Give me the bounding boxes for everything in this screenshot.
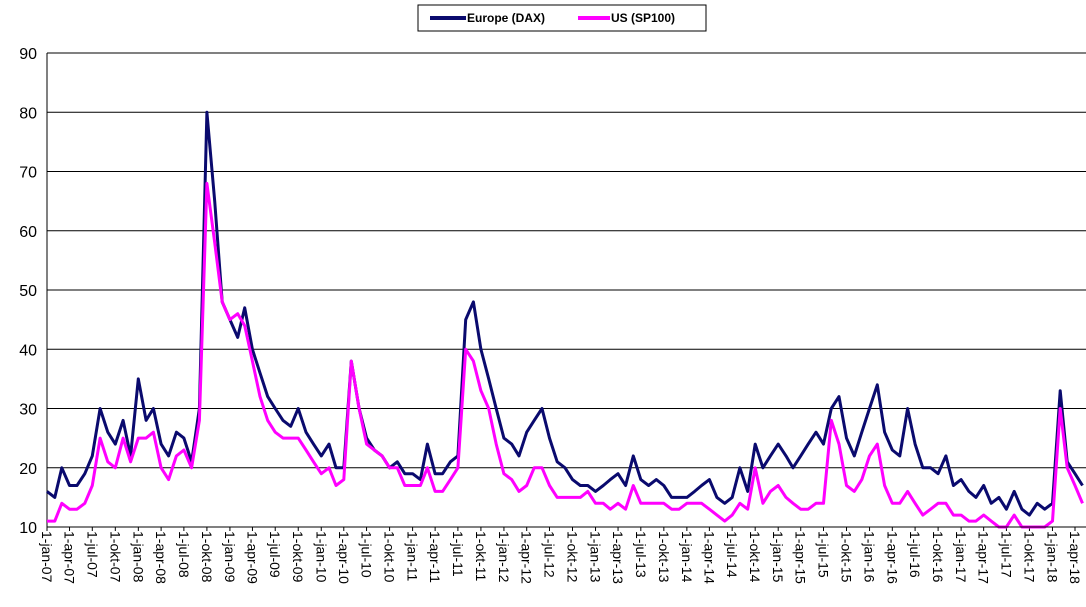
- y-tick-label: 70: [19, 165, 37, 182]
- x-tick-label: 1-apr-14: [701, 531, 717, 584]
- x-tick-label: 1-jan-17: [953, 531, 969, 583]
- x-tick-label: 1-apr-08: [153, 531, 169, 584]
- x-tick-label: 1-jul-13: [633, 531, 649, 578]
- x-tick-label: 1-okt-11: [473, 531, 489, 582]
- x-tick-label: 1-okt-16: [930, 531, 946, 583]
- x-tick-label: 1-okt-08: [199, 531, 215, 583]
- x-tick-label: 1-jul-15: [815, 531, 831, 578]
- series-line: [46, 110, 1084, 517]
- x-tick-label: 1-jul-11: [450, 531, 466, 577]
- series-line: [47, 181, 1084, 529]
- x-tick-label: 1-jan-08: [130, 531, 146, 583]
- x-tick-label: 1-jan-15: [770, 531, 786, 583]
- x-tick-label: 1-okt-13: [656, 531, 672, 583]
- x-tick-label: 1-okt-09: [290, 531, 306, 583]
- x-tick-label: 1-okt-07: [107, 531, 123, 583]
- x-tick-label: 1-jan-14: [679, 531, 695, 583]
- y-tick-label: 20: [19, 461, 37, 478]
- y-tick-label: 60: [19, 224, 37, 241]
- x-tick-label: 1-okt-10: [382, 531, 398, 583]
- y-tick-label: 90: [19, 46, 37, 63]
- x-tick-label: 1-jan-11: [405, 531, 421, 582]
- y-tick-label: 40: [19, 342, 37, 359]
- x-tick-label: 1-jan-18: [1044, 531, 1060, 583]
- x-tick-label: 1-apr-07: [62, 531, 78, 584]
- x-tick-label: 1-okt-14: [747, 531, 763, 583]
- x-tick-label: 1-jul-10: [359, 531, 375, 578]
- x-tick-label: 1-jul-16: [907, 531, 923, 578]
- x-tick-label: 1-apr-13: [610, 531, 626, 584]
- x-tick-label: 1-okt-15: [839, 531, 855, 583]
- x-tick-label: 1-jul-09: [267, 531, 283, 578]
- x-tick-label: 1-jan-13: [588, 531, 604, 583]
- x-tick-label: 1-apr-16: [884, 531, 900, 584]
- x-tick-label: 1-jan-16: [862, 531, 878, 583]
- x-tick-label: 1-apr-12: [519, 531, 535, 584]
- x-tick-label: 1-apr-11: [427, 531, 443, 583]
- y-tick-label: 10: [19, 520, 37, 537]
- x-tick-label: 1-jul-12: [541, 531, 557, 578]
- x-tick-label: 1-jan-09: [222, 531, 238, 583]
- x-tick-label: 1-jul-07: [84, 531, 100, 578]
- y-tick-label: 50: [19, 283, 37, 300]
- x-tick-label: 1-apr-17: [976, 531, 992, 584]
- x-tick-label: 1-apr-10: [336, 531, 352, 584]
- x-tick-label: 1-okt-17: [1021, 531, 1037, 583]
- legend-label: US (SP100): [611, 11, 675, 25]
- x-tick-label: 1-jul-14: [724, 531, 740, 578]
- x-tick-label: 1-apr-15: [793, 531, 809, 584]
- x-tick-label: 1-apr-18: [1067, 531, 1083, 584]
- x-tick-label: 1-jul-08: [176, 531, 192, 578]
- y-tick-label: 30: [19, 402, 37, 419]
- x-tick-label: 1-jan-10: [313, 531, 329, 583]
- x-tick-label: 1-okt-12: [565, 531, 581, 583]
- y-tick-label: 80: [19, 105, 37, 122]
- x-tick-label: 1-jan-07: [39, 531, 55, 583]
- x-tick-label: 1-jul-17: [998, 531, 1014, 578]
- legend-label: Europe (DAX): [467, 11, 545, 25]
- x-tick-label: 1-jan-12: [496, 531, 512, 583]
- x-tick-label: 1-apr-09: [244, 531, 260, 584]
